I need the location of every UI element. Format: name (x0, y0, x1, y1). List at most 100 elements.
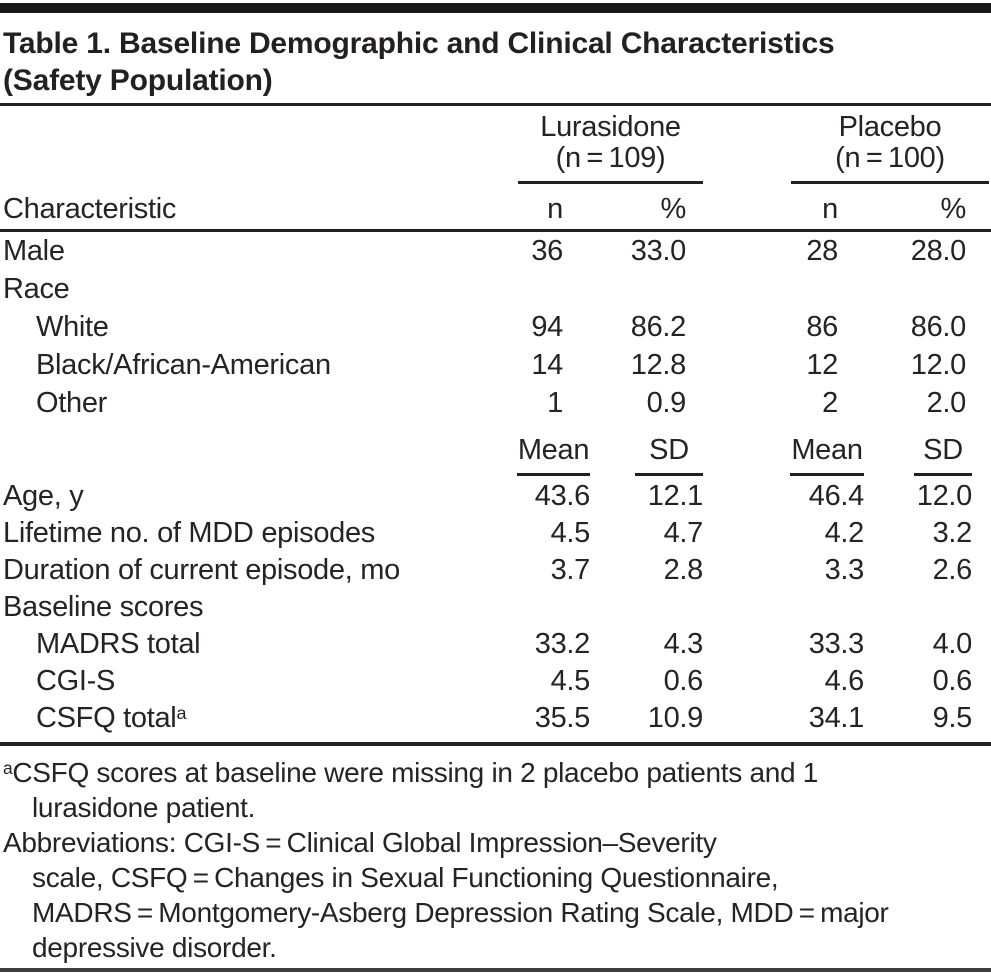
placebo-spanner: Placebo (n = 100) (791, 112, 989, 184)
lurasidone-spanner: Lurasidone (n = 109) (518, 112, 703, 184)
table-row: Race (0, 270, 991, 308)
footnotes: aCSFQ scores at baseline were missing in… (0, 755, 991, 965)
group-name-lurasidone: Lurasidone (540, 111, 681, 143)
row-value: 35.5 (534, 702, 591, 734)
row-label: White (36, 310, 109, 343)
row-value: 0.6 (932, 665, 973, 697)
group-name-placebo: Placebo (838, 111, 942, 143)
row-label: Other (36, 386, 108, 419)
row-value: 1 (547, 386, 563, 419)
table-row: Male 36 33.0 28 28.0 (0, 232, 991, 270)
table-title-line2: (Safety Population) (3, 64, 273, 97)
table-row: Baseline scores (0, 589, 991, 626)
row-label: Race (3, 272, 70, 305)
mean-sd-header-cell: Mean (470, 434, 590, 476)
row-value: 28.0 (910, 234, 967, 267)
row-value: 4.3 (663, 628, 704, 660)
row-value: 10.9 (647, 702, 704, 734)
footnote-marker: a (176, 702, 187, 723)
row-value: 86.2 (630, 310, 687, 343)
row-value: 94 (531, 310, 563, 343)
column-header-row: Characteristic n % n % (0, 193, 991, 225)
row-value: 0.9 (646, 386, 687, 419)
row-value: 46.4 (808, 480, 865, 512)
row-value: 43.6 (534, 480, 591, 512)
footnote-line: Abbreviations: CGI-S = Clinical Global I… (3, 827, 717, 858)
row-value: 0.6 (663, 665, 704, 697)
row-value: 28 (806, 234, 838, 267)
mean-sd-header-cell: Mean (703, 434, 864, 476)
row-value: 4.5 (550, 665, 591, 697)
mean-sd-header-cell: SD (590, 434, 703, 476)
mean-sd-header-cell: SD (864, 434, 972, 476)
table-bottom-rule (0, 742, 991, 746)
row-label: Age, y (3, 480, 84, 512)
table-title: Table 1. Baseline Demographic and Clinic… (0, 25, 991, 99)
table-row: CSFQ totala 35.5 10.9 34.1 9.5 (0, 700, 991, 737)
page-bottom-rule (0, 968, 991, 972)
table-row: Age, y 43.6 12.1 46.4 12.0 (0, 478, 991, 515)
table-row: CGI-S 4.5 0.6 4.6 0.6 (0, 663, 991, 700)
col-header-mean-placebo: Mean (790, 436, 864, 476)
group-header-lurasidone: Lurasidone (n = 109) (470, 112, 703, 184)
row-label: Duration of current episode, mo (3, 554, 400, 586)
row-value: 4.7 (663, 517, 704, 549)
row-value: 12.8 (630, 348, 687, 381)
footnote-marker: a (3, 758, 13, 779)
row-label: Baseline scores (3, 591, 204, 623)
col-header-sd-placebo: SD (914, 436, 972, 476)
footnote-line: MADRS = Montgomery-Asberg Depression Rat… (32, 897, 889, 928)
col-header-mean-lurasidone: Mean (517, 436, 590, 476)
row-value: 4.0 (932, 628, 973, 660)
row-value: 14 (531, 348, 563, 381)
table-title-line1: Table 1. Baseline Demographic and Clinic… (3, 27, 835, 60)
footnote-line: lurasidone patient. (32, 792, 256, 823)
row-value: 12.1 (647, 480, 704, 512)
characteristic-header: Characteristic (3, 193, 177, 225)
row-label: CSFQ totala (36, 702, 187, 734)
col-header-pct-lurasidone: % (660, 193, 687, 225)
row-label: Lifetime no. of MDD episodes (3, 517, 375, 549)
table-row: MADRS total 33.2 4.3 33.3 4.0 (0, 626, 991, 663)
col-header-sd-lurasidone: SD (635, 436, 703, 476)
column-group-header-row: Lurasidone (n = 109) Placebo (n = 100) (0, 112, 991, 184)
footnote-line: depressive disorder. (32, 932, 277, 963)
title-divider-rule (0, 103, 991, 106)
table-row: Black/African-American 14 12.8 12 12.0 (0, 346, 991, 384)
col-header-n-placebo: n (822, 193, 838, 225)
row-value: 34.1 (808, 702, 865, 734)
means-section: Age, y 43.6 12.1 46.4 12.0 Lifetime no. of MD… (0, 478, 991, 737)
group-n-lurasidone: (n = 109) (555, 142, 666, 174)
row-value: 33.0 (630, 234, 687, 267)
table-row: Other 1 0.9 2 2.0 (0, 384, 991, 422)
mean-sd-header-row: Mean SD Mean SD (0, 434, 991, 476)
footnote-line: scale, CSFQ = Changes in Sexual Function… (32, 862, 779, 893)
row-value: 4.5 (550, 517, 591, 549)
row-value: 33.2 (534, 628, 591, 660)
top-rule-thick (0, 3, 991, 13)
row-label: MADRS total (36, 628, 201, 660)
table-row: Lifetime no. of MDD episodes 4.5 4.7 4.2 3.2 (0, 515, 991, 552)
header-divider-rule (0, 229, 991, 232)
row-value: 2 (822, 386, 838, 419)
row-value: 4.2 (824, 517, 865, 549)
col-header-n-lurasidone: n (547, 193, 563, 225)
row-value: 86 (806, 310, 838, 343)
row-value: 12.0 (916, 480, 973, 512)
row-value: 36 (531, 234, 563, 267)
row-value: 12.0 (910, 348, 967, 381)
counts-section: Male 36 33.0 28 28.0 Race White 94 86.2 86 86.0 Bla… (0, 232, 991, 422)
group-n-placebo: (n = 100) (835, 142, 945, 174)
table-row: White 94 86.2 86 86.0 (0, 308, 991, 346)
row-value: 2.8 (663, 554, 704, 586)
row-value: 2.0 (926, 386, 967, 419)
row-value: 3.7 (550, 554, 591, 586)
group-header-placebo: Placebo (n = 100) (703, 112, 989, 184)
row-value: 9.5 (932, 702, 973, 734)
row-value: 2.6 (932, 554, 973, 586)
row-label: Male (3, 234, 65, 267)
table-row: Duration of current episode, mo 3.7 2.8 3.3… (0, 552, 991, 589)
row-value: 33.3 (808, 628, 865, 660)
row-value: 3.2 (932, 517, 973, 549)
